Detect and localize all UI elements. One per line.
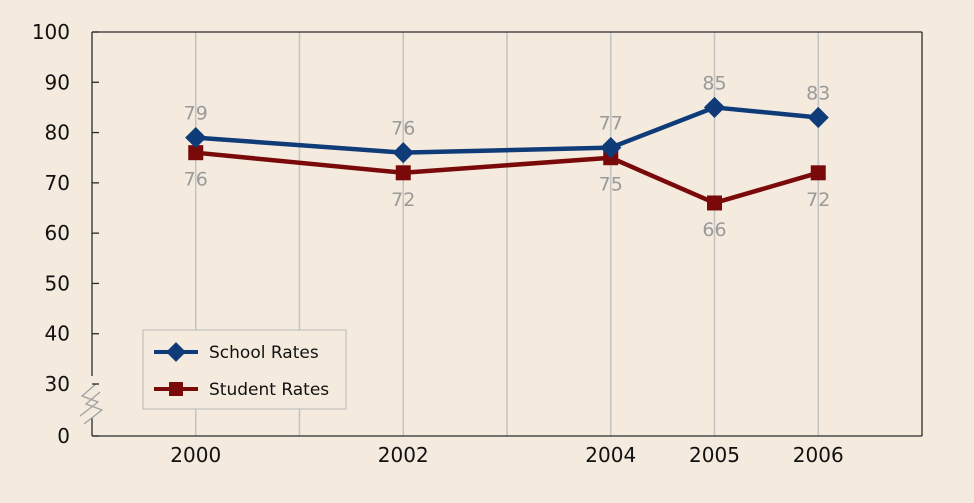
student-rates-label-2000: 76 (184, 169, 208, 191)
school-rates-marker-2005 (703, 96, 726, 119)
x-tick-label-2002: 2002 (378, 443, 429, 467)
y-tick-label-100: 100 (32, 20, 70, 44)
school-rates-marker-2006 (807, 106, 829, 129)
y-axis-ticks: 0 30 40 50 60 70 80 90 100 (32, 20, 99, 448)
y-tick-label-0: 0 (57, 424, 70, 448)
axis-break-zigzag-lower (83, 391, 104, 425)
student-rates-label-2002: 72 (391, 189, 415, 211)
student-rates-label-2004: 75 (599, 174, 623, 196)
legend: School Rates Student Rates (142, 329, 347, 410)
student-rates-marker-2006 (810, 165, 826, 181)
y-tick-label-40: 40 (45, 322, 70, 346)
y-tick-label-80: 80 (45, 121, 70, 145)
legend-school-marker (166, 342, 186, 362)
school-rates-marker-2004 (600, 137, 622, 159)
student-rates-marker-2002 (395, 165, 411, 181)
legend-school-label: School Rates (209, 343, 319, 363)
school-rates-label-2005: 85 (702, 72, 726, 94)
y-tick-label-50: 50 (45, 271, 70, 295)
school-rates-label-2000: 79 (184, 103, 208, 125)
y-tick-label-30: 30 (45, 372, 70, 396)
school-rates-label-2004: 77 (599, 113, 623, 135)
x-tick-label-2005: 2005 (689, 443, 740, 467)
x-axis-ticks: 2000 2002 2004 2005 2006 (170, 443, 843, 467)
axes (79, 31, 923, 437)
school-rates-label-2006: 83 (806, 82, 830, 104)
x-tick-label-2004: 2004 (585, 443, 636, 467)
school-rates-label-2002: 76 (391, 118, 415, 140)
y-tick-label-90: 90 (45, 70, 70, 94)
x-tick-label-2006: 2006 (793, 443, 844, 467)
student-rates-label-2005: 66 (702, 219, 726, 241)
x-tick-label-2000: 2000 (170, 443, 221, 467)
student-rates-label-2006: 72 (806, 189, 830, 211)
axis-break-zigzag-upper (79, 383, 100, 417)
data-labels: 76 72 75 66 72 79 76 77 85 83 (184, 72, 831, 241)
y-tick-label-60: 60 (45, 221, 70, 245)
student-rates-marker-2000 (188, 145, 204, 161)
y-tick-label-70: 70 (45, 171, 70, 195)
legend-student-marker (169, 382, 183, 396)
legend-student-label: Student Rates (209, 380, 329, 400)
student-rates-marker-2005 (707, 195, 722, 211)
school-rates-marker-2000 (185, 126, 207, 149)
